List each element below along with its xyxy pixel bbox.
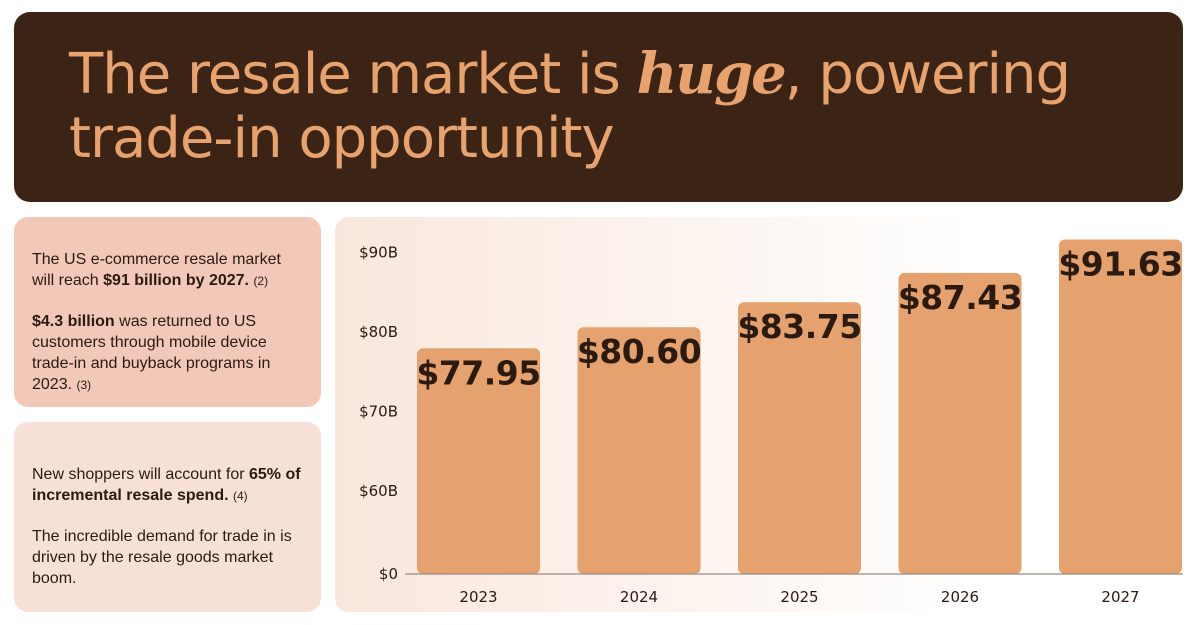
bar-chart: $0 $60B $70B $80B $90B $77.95 2023 $80.60 2024 $8… — [359, 239, 1183, 606]
info-card-market: The US e-commerce resale market will rea… — [14, 217, 321, 407]
bar-2023 — [417, 348, 540, 574]
bar-value-label: $77.95 — [416, 353, 540, 392]
bar-value-label: $91.63 — [1058, 245, 1182, 284]
bar-2026 — [898, 272, 1022, 574]
y-tick-label: $90B — [359, 244, 398, 262]
title-after: , powering trade-in opportunity — [69, 42, 1071, 171]
bar-value-label: $83.75 — [737, 307, 861, 346]
bar-2024 — [577, 327, 701, 574]
y-tick-label: $0 — [379, 565, 398, 583]
shoppers-lead: New shoppers will account for — [32, 466, 249, 483]
trade-in-body: was returned to US customers through mob… — [32, 313, 271, 393]
bar-chart-panel: $0 $60B $70B $80B $90B $77.95 2023 $80.60 2024 $8… — [335, 217, 1183, 612]
shoppers-highlight: 65% of incremental resale spend. — [32, 466, 301, 504]
market-size-highlight: $91 billion by 2027. — [103, 272, 249, 289]
header-banner: The resale market is huge, powering trad… — [14, 12, 1183, 202]
trade-in-highlight: $4.3 billion — [32, 313, 115, 330]
shoppers-text: New shoppers will account for 65% of inc… — [32, 464, 303, 507]
bar-value-label: $80.60 — [577, 332, 701, 371]
market-size-lead: The US e-commerce resale market will rea… — [32, 251, 281, 289]
y-tick-label: $70B — [359, 403, 398, 421]
y-tick-label: $80B — [359, 323, 398, 341]
title-accent: huge — [636, 41, 787, 107]
footnote-ref: (4) — [232, 489, 248, 503]
x-tick-label: 2025 — [780, 588, 818, 606]
x-tick-label: 2024 — [620, 588, 658, 606]
page-title: The resale market is huge, powering trad… — [69, 42, 1149, 171]
footnote-ref: (2) — [253, 274, 269, 288]
bar-2025 — [738, 302, 861, 574]
y-tick-label: $60B — [359, 482, 398, 500]
demand-text: The incredible demand for trade in is dr… — [32, 528, 292, 587]
bar-2027 — [1059, 239, 1182, 574]
title-before: The resale market is — [69, 42, 637, 107]
x-tick-label: 2027 — [1101, 588, 1139, 606]
bar-value-label: $87.43 — [898, 278, 1022, 317]
market-size-text: The US e-commerce resale market will rea… — [32, 249, 303, 292]
info-card-shoppers: New shoppers will account for 65% of inc… — [14, 422, 321, 612]
footnote-ref: (3) — [76, 378, 92, 392]
trade-in-text: $4.3 billion was returned to US customer… — [32, 311, 303, 396]
x-tick-label: 2023 — [459, 588, 497, 606]
x-tick-label: 2026 — [941, 588, 979, 606]
